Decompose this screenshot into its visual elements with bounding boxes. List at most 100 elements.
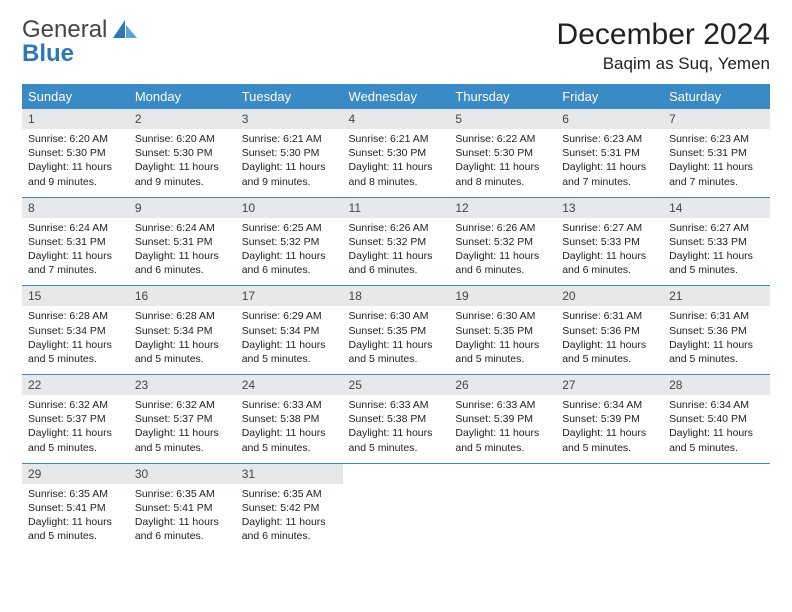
day-details: Sunrise: 6:35 AMSunset: 5:41 PMDaylight:…	[22, 484, 129, 552]
day-details: Sunrise: 6:32 AMSunset: 5:37 PMDaylight:…	[22, 395, 129, 463]
calendar-day-cell: 6Sunrise: 6:23 AMSunset: 5:31 PMDaylight…	[556, 109, 663, 197]
brand-word2: Blue	[22, 40, 74, 67]
calendar-day-cell: 30Sunrise: 6:35 AMSunset: 5:41 PMDayligh…	[129, 463, 236, 551]
day-number: 8	[22, 198, 129, 218]
sunrise-text: Sunrise: 6:24 AM	[135, 221, 230, 235]
sunrise-text: Sunrise: 6:30 AM	[455, 309, 550, 323]
day-details: Sunrise: 6:25 AMSunset: 5:32 PMDaylight:…	[236, 218, 343, 286]
calendar-day-cell: 16Sunrise: 6:28 AMSunset: 5:34 PMDayligh…	[129, 286, 236, 375]
sunset-text: Sunset: 5:31 PM	[135, 235, 230, 249]
daylight-text: Daylight: 11 hours and 6 minutes.	[242, 515, 337, 543]
calendar-empty-cell	[449, 463, 556, 551]
calendar-day-cell: 29Sunrise: 6:35 AMSunset: 5:41 PMDayligh…	[22, 463, 129, 551]
calendar-day-cell: 23Sunrise: 6:32 AMSunset: 5:37 PMDayligh…	[129, 375, 236, 464]
calendar-day-cell: 9 Sunrise: 6:24 AMSunset: 5:31 PMDaylight…	[129, 197, 236, 286]
daylight-text: Daylight: 11 hours and 7 minutes.	[562, 160, 657, 188]
sunset-text: Sunset: 5:31 PM	[28, 235, 123, 249]
sunrise-text: Sunrise: 6:23 AM	[669, 132, 764, 146]
sunset-text: Sunset: 5:30 PM	[349, 146, 444, 160]
sunrise-text: Sunrise: 6:21 AM	[242, 132, 337, 146]
calendar-day-cell: 25Sunrise: 6:33 AMSunset: 5:38 PMDayligh…	[343, 375, 450, 464]
sunrise-text: Sunrise: 6:32 AM	[28, 398, 123, 412]
calendar-day-cell: 13Sunrise: 6:27 AMSunset: 5:33 PMDayligh…	[556, 197, 663, 286]
daylight-text: Daylight: 11 hours and 9 minutes.	[28, 160, 123, 188]
daylight-text: Daylight: 11 hours and 7 minutes.	[28, 249, 123, 277]
calendar-week-row: 15Sunrise: 6:28 AMSunset: 5:34 PMDayligh…	[22, 286, 770, 375]
day-number: 23	[129, 375, 236, 395]
day-details: Sunrise: 6:30 AMSunset: 5:35 PMDaylight:…	[343, 306, 450, 374]
day-number: 9	[129, 198, 236, 218]
day-details: Sunrise: 6:21 AMSunset: 5:30 PMDaylight:…	[236, 129, 343, 197]
day-details: Sunrise: 6:26 AMSunset: 5:32 PMDaylight:…	[343, 218, 450, 286]
sunrise-text: Sunrise: 6:26 AM	[349, 221, 444, 235]
day-details: Sunrise: 6:21 AMSunset: 5:30 PMDaylight:…	[343, 129, 450, 197]
day-number: 11	[343, 198, 450, 218]
brand-word1: General	[22, 16, 107, 43]
sunset-text: Sunset: 5:38 PM	[349, 412, 444, 426]
sunset-text: Sunset: 5:34 PM	[135, 324, 230, 338]
sunset-text: Sunset: 5:37 PM	[28, 412, 123, 426]
sunset-text: Sunset: 5:30 PM	[242, 146, 337, 160]
daylight-text: Daylight: 11 hours and 5 minutes.	[455, 426, 550, 454]
sunset-text: Sunset: 5:41 PM	[135, 501, 230, 515]
daylight-text: Daylight: 11 hours and 5 minutes.	[669, 338, 764, 366]
sunrise-text: Sunrise: 6:31 AM	[562, 309, 657, 323]
sunrise-text: Sunrise: 6:30 AM	[349, 309, 444, 323]
sunrise-text: Sunrise: 6:28 AM	[28, 309, 123, 323]
day-details: Sunrise: 6:33 AMSunset: 5:38 PMDaylight:…	[236, 395, 343, 463]
calendar-day-cell: 20Sunrise: 6:31 AMSunset: 5:36 PMDayligh…	[556, 286, 663, 375]
weekday-header-row: Sunday Monday Tuesday Wednesday Thursday…	[22, 84, 770, 109]
sunrise-text: Sunrise: 6:27 AM	[562, 221, 657, 235]
sunrise-text: Sunrise: 6:20 AM	[28, 132, 123, 146]
sunrise-text: Sunrise: 6:22 AM	[455, 132, 550, 146]
calendar-day-cell: 4Sunrise: 6:21 AMSunset: 5:30 PMDaylight…	[343, 109, 450, 197]
day-details: Sunrise: 6:24 AMSunset: 5:31 PMDaylight:…	[22, 218, 129, 286]
day-details: Sunrise: 6:33 AMSunset: 5:38 PMDaylight:…	[343, 395, 450, 463]
day-details: Sunrise: 6:20 AMSunset: 5:30 PMDaylight:…	[129, 129, 236, 197]
sunrise-text: Sunrise: 6:28 AM	[135, 309, 230, 323]
daylight-text: Daylight: 11 hours and 5 minutes.	[349, 426, 444, 454]
daylight-text: Daylight: 11 hours and 5 minutes.	[669, 426, 764, 454]
day-number: 19	[449, 286, 556, 306]
calendar-day-cell: 22Sunrise: 6:32 AMSunset: 5:37 PMDayligh…	[22, 375, 129, 464]
sunset-text: Sunset: 5:36 PM	[562, 324, 657, 338]
calendar-day-cell: 19Sunrise: 6:30 AMSunset: 5:35 PMDayligh…	[449, 286, 556, 375]
calendar-day-cell: 24Sunrise: 6:33 AMSunset: 5:38 PMDayligh…	[236, 375, 343, 464]
daylight-text: Daylight: 11 hours and 5 minutes.	[242, 426, 337, 454]
weekday-header: Friday	[556, 84, 663, 109]
day-number: 14	[663, 198, 770, 218]
daylight-text: Daylight: 11 hours and 6 minutes.	[135, 249, 230, 277]
day-details: Sunrise: 6:23 AMSunset: 5:31 PMDaylight:…	[663, 129, 770, 197]
calendar-empty-cell	[343, 463, 450, 551]
day-details: Sunrise: 6:26 AMSunset: 5:32 PMDaylight:…	[449, 218, 556, 286]
daylight-text: Daylight: 11 hours and 7 minutes.	[669, 160, 764, 188]
day-number: 29	[22, 464, 129, 484]
calendar-empty-cell	[663, 463, 770, 551]
day-number: 28	[663, 375, 770, 395]
daylight-text: Daylight: 11 hours and 9 minutes.	[242, 160, 337, 188]
calendar-day-cell: 26Sunrise: 6:33 AMSunset: 5:39 PMDayligh…	[449, 375, 556, 464]
sunset-text: Sunset: 5:39 PM	[455, 412, 550, 426]
calendar-day-cell: 7Sunrise: 6:23 AMSunset: 5:31 PMDaylight…	[663, 109, 770, 197]
sunset-text: Sunset: 5:42 PM	[242, 501, 337, 515]
weekday-header: Monday	[129, 84, 236, 109]
calendar-day-cell: 15Sunrise: 6:28 AMSunset: 5:34 PMDayligh…	[22, 286, 129, 375]
sunset-text: Sunset: 5:35 PM	[349, 324, 444, 338]
sunrise-text: Sunrise: 6:23 AM	[562, 132, 657, 146]
calendar-week-row: 8Sunrise: 6:24 AMSunset: 5:31 PMDaylight…	[22, 197, 770, 286]
calendar-day-cell: 14Sunrise: 6:27 AMSunset: 5:33 PMDayligh…	[663, 197, 770, 286]
day-number: 13	[556, 198, 663, 218]
sunrise-text: Sunrise: 6:35 AM	[242, 487, 337, 501]
weekday-header: Thursday	[449, 84, 556, 109]
sunset-text: Sunset: 5:34 PM	[242, 324, 337, 338]
sunset-text: Sunset: 5:30 PM	[28, 146, 123, 160]
sunset-text: Sunset: 5:39 PM	[562, 412, 657, 426]
day-number: 31	[236, 464, 343, 484]
day-number: 21	[663, 286, 770, 306]
day-number: 7	[663, 109, 770, 129]
day-details: Sunrise: 6:34 AMSunset: 5:40 PMDaylight:…	[663, 395, 770, 463]
day-number: 30	[129, 464, 236, 484]
day-number: 12	[449, 198, 556, 218]
day-number: 16	[129, 286, 236, 306]
day-number: 4	[343, 109, 450, 129]
